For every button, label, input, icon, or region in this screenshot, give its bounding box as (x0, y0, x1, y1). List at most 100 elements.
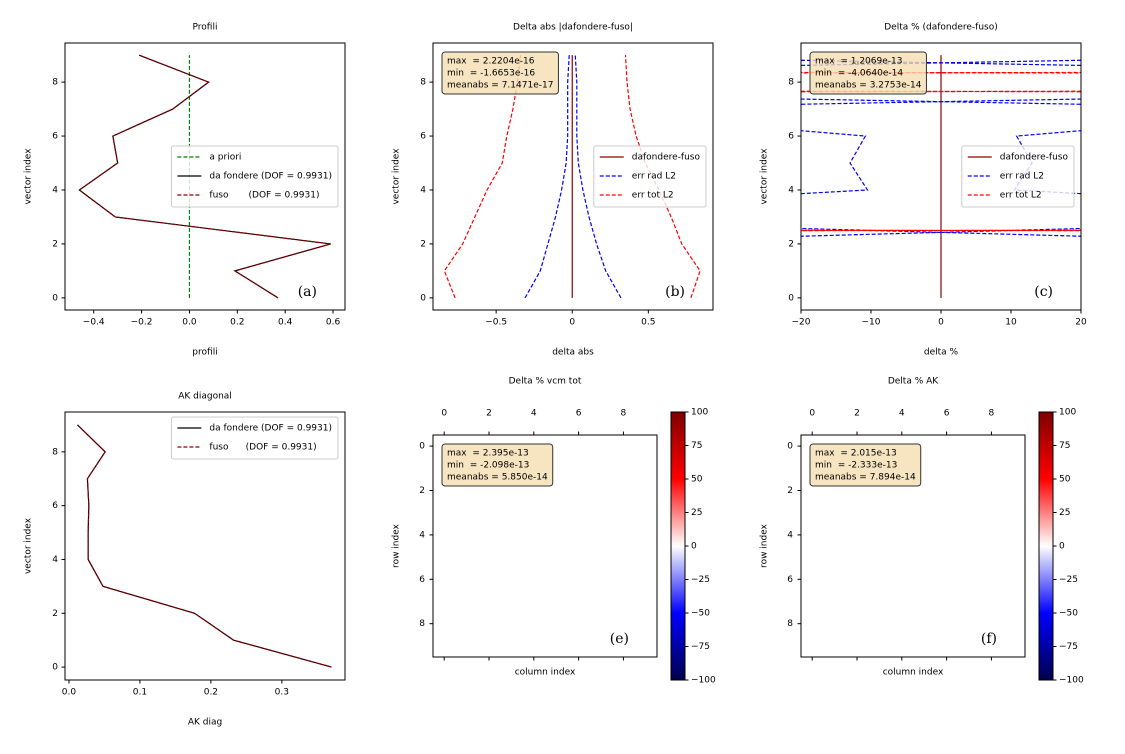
x-tick-label: 4 (899, 409, 905, 419)
heatmap-cell (455, 523, 479, 547)
heatmap-cell (522, 523, 546, 547)
heatmap-cell (935, 590, 959, 613)
y-tick-label: 0 (419, 442, 425, 452)
heatmap-cell (1002, 634, 1026, 658)
x-tick-label: −0.4 (83, 318, 105, 328)
heatmap-cell (957, 457, 981, 480)
heatmap-cell (477, 612, 501, 636)
heatmap-cell (868, 590, 891, 613)
annotation-text: max = 1.2069e-13 (815, 57, 902, 67)
y-tick-label: 6 (419, 575, 425, 585)
chart-title: Delta % (dafondere-fuso) (884, 23, 998, 33)
y-tick-label: 4 (419, 530, 425, 540)
y-tick-label: 4 (788, 185, 794, 195)
heatmap-cell (500, 501, 523, 525)
heatmap-cell (589, 523, 613, 547)
heatmap-cell (890, 523, 914, 547)
x-axis-label: AK diag (188, 718, 222, 728)
heatmap-cell (545, 590, 568, 613)
x-tick-label: 0.6 (326, 318, 341, 328)
heatmap-cell (433, 590, 456, 613)
heatmap-cell (1002, 612, 1026, 636)
heatmap-cell (1002, 479, 1026, 502)
chart-title: Profili (193, 23, 218, 33)
y-tick-label: 4 (52, 185, 58, 195)
heatmap-cell (868, 523, 891, 547)
x-tick-label: 2 (854, 409, 860, 419)
colorbar-tick-label: 75 (1059, 441, 1070, 451)
annotation: max = 2.395e-13 min = -2.098e-13 meanabs =… (441, 443, 554, 487)
heatmap-cell (567, 523, 591, 547)
heatmap-cell (634, 612, 658, 636)
x-tick-label: −0.5 (485, 318, 507, 328)
heatmap-cell (957, 479, 981, 502)
y-tick-label: 4 (52, 555, 58, 565)
heatmap-cell (1002, 568, 1026, 591)
heatmap-cell (890, 634, 914, 658)
heatmap-cell (455, 546, 479, 569)
y-tick-label: 8 (787, 619, 793, 629)
colorbar-tick-label: −25 (691, 575, 710, 585)
x-tick-label: 0 (569, 318, 575, 328)
x-tick-label: 6 (576, 409, 582, 419)
heatmap-cell (500, 568, 523, 591)
x-tick-label: 20 (1075, 318, 1087, 328)
series-line (524, 55, 570, 299)
heatmap-cell (801, 501, 824, 525)
chart-title: Delta abs |dafondere-fuso| (513, 23, 633, 33)
heatmap-cell (589, 457, 613, 480)
heatmap-cell (612, 501, 635, 525)
heatmap-cell (935, 612, 959, 636)
heatmap-cell (545, 568, 568, 591)
x-tick-label: 0.0 (182, 318, 197, 328)
heatmap-cell (913, 634, 936, 658)
heatmap-cell (980, 546, 1003, 569)
heatmap-cell (500, 523, 523, 547)
colorbar-tick-label: 75 (691, 441, 702, 451)
colorbar-tick-label: −50 (691, 609, 710, 619)
heatmap-cell (634, 590, 658, 613)
y-tick-label: 0 (787, 442, 793, 452)
colorbar-tick-label: 25 (691, 508, 702, 518)
y-tick-label: 6 (420, 132, 426, 142)
y-axis-label: row index (760, 523, 770, 568)
heatmap-cell (567, 590, 591, 613)
heatmap-cell (890, 612, 914, 636)
heatmap-cell (589, 612, 613, 636)
colorbar-tick-label: 100 (1059, 408, 1076, 418)
legend-label: err tot L2 (1000, 191, 1042, 201)
y-tick-label: 4 (787, 530, 793, 540)
heatmap-cell (522, 590, 546, 613)
heatmap-cell (612, 523, 635, 547)
heatmap-cell (522, 634, 546, 658)
heatmap-cell (935, 568, 959, 591)
annotation-box (441, 443, 554, 487)
colorbar-tick-label: −50 (1059, 609, 1078, 619)
heatmap-cell (935, 501, 959, 525)
x-tick-label: 0.2 (230, 318, 244, 328)
x-tick-label: −0.2 (131, 318, 153, 328)
heatmap-cell (890, 501, 914, 525)
series-line (801, 71, 1081, 232)
heatmap-cell (823, 612, 847, 636)
heatmap-cell (477, 634, 501, 658)
colorbar-tick-label: −75 (691, 642, 710, 652)
colorbar-tick-label: −75 (1059, 642, 1078, 652)
x-tick-label: −10 (862, 318, 881, 328)
colorbar-tick-label: 100 (691, 408, 708, 418)
annotation-text: meanabs = 7.1471e-17 (447, 81, 553, 91)
heatmap-cell (980, 590, 1003, 613)
heatmap-cell (913, 546, 936, 569)
heatmap-cell (801, 634, 824, 658)
heatmap-cell (634, 501, 658, 525)
x-tick-label: 0.2 (204, 688, 218, 698)
heatmap-cell (1002, 501, 1026, 525)
chart-title: AK diagonal (178, 392, 232, 402)
x-axis-label: delta abs (552, 348, 594, 358)
y-tick-label: 4 (420, 185, 426, 195)
heatmap-cell (957, 435, 981, 458)
heatmap-cell (500, 590, 523, 613)
y-tick-label: 0 (788, 293, 794, 303)
heatmap-cell (868, 546, 891, 569)
heatmap-cell (957, 612, 981, 636)
